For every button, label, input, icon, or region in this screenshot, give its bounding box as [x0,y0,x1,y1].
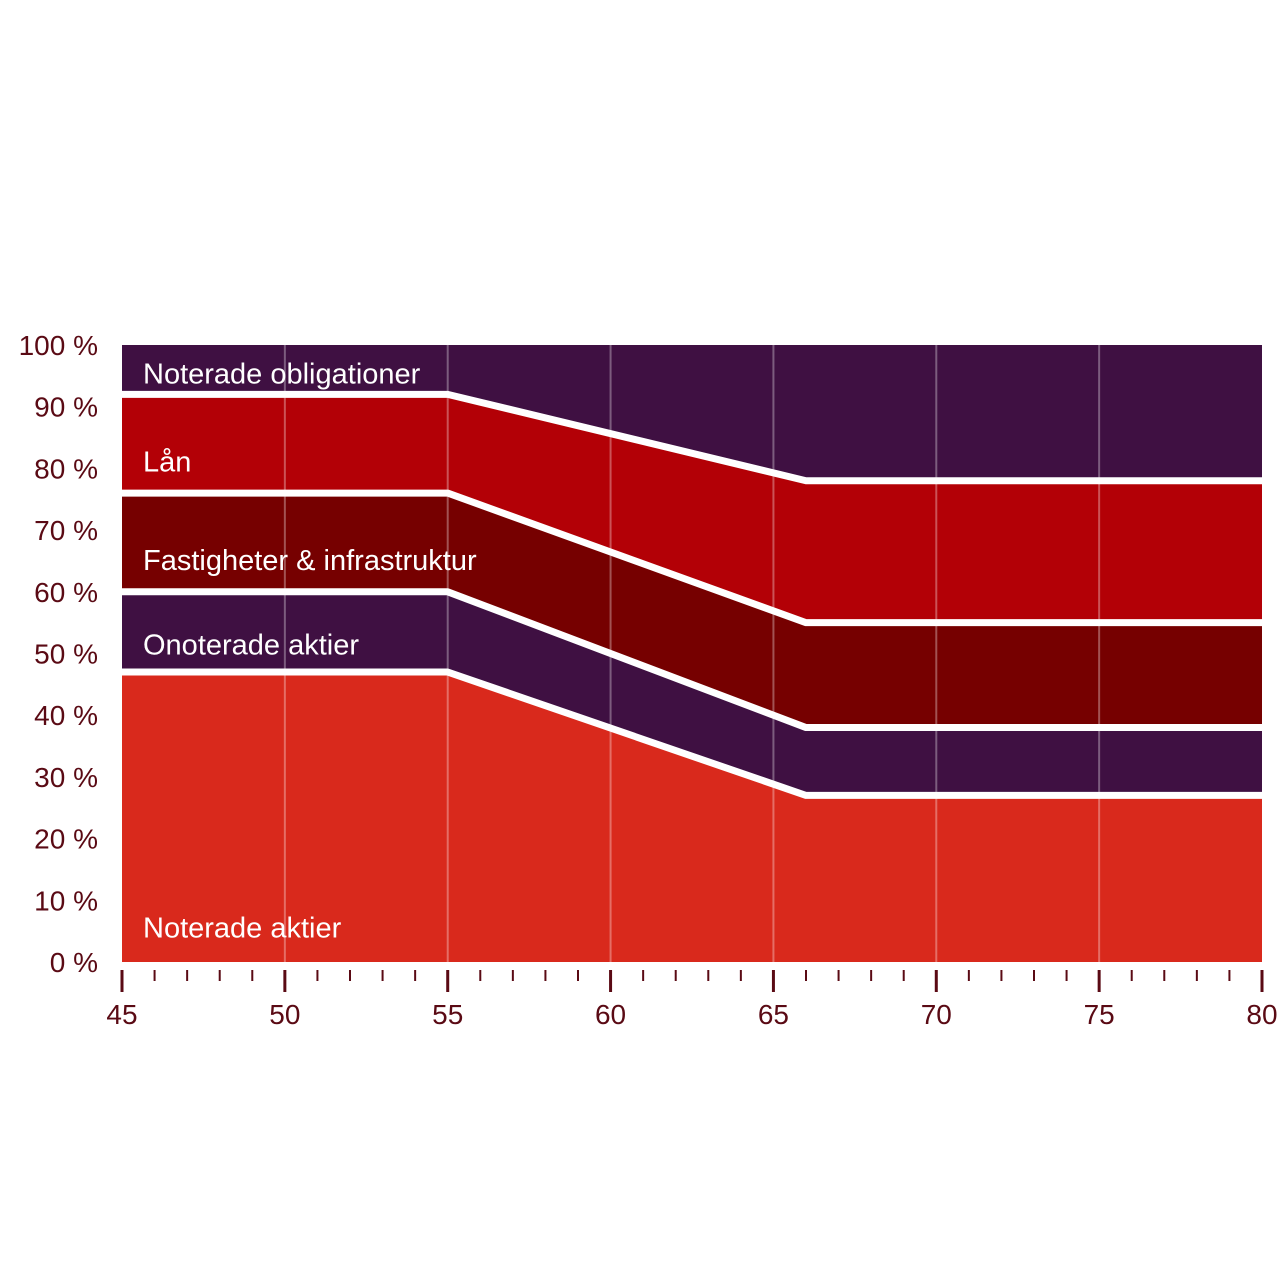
divider-4 [122,390,1262,485]
y-tick-label-100: 100 % [19,330,98,361]
y-tick-label-70: 70 % [34,515,98,546]
y-tick-label-30: 30 % [34,762,98,793]
x-axis: 45 50 55 60 65 70 75 80 [106,970,1278,1030]
y-tick-label-0: 0 % [50,947,98,978]
x-tick-label-45: 45 [106,999,137,1030]
band-label-lan: Lån [143,446,191,478]
y-tick-label-10: 10 % [34,885,98,916]
x-tick-label-70: 70 [921,999,952,1030]
band-label-noterade-obligationer: Noterade obligationer [143,359,421,391]
band-label-onoterade-aktier: Onoterade aktier [143,629,359,661]
y-tick-label-40: 40 % [34,700,98,731]
band-label-noterade-aktier: Noterade aktier [143,912,342,944]
y-tick-label-50: 50 % [34,639,98,670]
x-tick-label-75: 75 [1084,999,1115,1030]
x-tick-label-80: 80 [1246,999,1277,1030]
y-tick-label-90: 90 % [34,392,98,423]
y-tick-label-80: 80 % [34,453,98,484]
area-bands [122,345,1262,962]
y-tick-label-60: 60 % [34,577,98,608]
vertical-gridlines [283,345,1101,962]
band-noterade-aktier [122,672,1262,962]
y-axis: 0 % 10 % 20 % 30 % 40 % 50 % 60 % 70 % 80 % 90 % 1… [19,330,98,978]
y-tick-label-20: 20 % [34,824,98,855]
x-tick-label-65: 65 [758,999,789,1030]
band-label-fastigheter-and-infrastruktur: Fastigheter & infrastruktur [143,545,477,577]
band-lan [122,394,1262,623]
band-noterade-obligationer [122,345,1262,481]
divider-3 [122,489,1262,627]
x-tick-label-60: 60 [595,999,626,1030]
band-fastigheter-and-infrastruktur [122,493,1262,728]
band-labels: Noterade aktier Onoterade aktier Fastighet… [143,359,477,945]
divider-1 [122,668,1262,799]
x-tick-label-50: 50 [269,999,300,1030]
x-tick-label-55: 55 [432,999,463,1030]
band-onoterade-aktier [122,591,1262,796]
divider-2 [122,588,1262,732]
band-dividers [116,390,1268,970]
